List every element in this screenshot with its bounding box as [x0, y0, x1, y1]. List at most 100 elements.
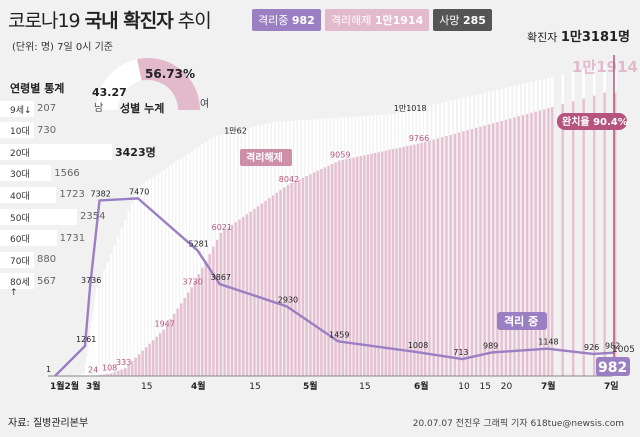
x-tick-label: 3월 — [86, 380, 101, 392]
age-bar: 80세↑ — [0, 273, 34, 298]
isolating-data-label: 989 — [483, 341, 498, 350]
male-arc — [96, 59, 142, 110]
age-bar: 50대 — [0, 208, 78, 225]
unit-note: (단위: 명) 7일 0시 기준 — [12, 42, 114, 53]
x-tick-label: 20 — [501, 382, 513, 392]
released-bar — [496, 122, 499, 376]
age-row: 10대 730 — [0, 122, 56, 139]
age-label: 40대 — [10, 191, 30, 202]
released-bar — [330, 163, 334, 376]
released-bar — [323, 167, 327, 376]
total-bar — [159, 172, 162, 376]
released-bar — [526, 113, 529, 376]
released-bar — [424, 141, 427, 376]
recovery-rate-label: 완치율 90.4% — [562, 115, 628, 128]
x-tick-label: 10 — [458, 382, 470, 392]
released-data-label: 9766 — [409, 134, 429, 143]
released-bar — [521, 115, 525, 376]
total-bar — [138, 186, 141, 376]
released-bar — [582, 98, 585, 377]
released-bar — [313, 172, 316, 376]
isolating-series-tag — [497, 312, 547, 330]
released-bar — [120, 369, 123, 376]
total-bar — [134, 194, 137, 376]
released-bar — [316, 170, 319, 376]
deaths-badge: 사망 285 — [433, 9, 492, 31]
released-bar — [395, 148, 398, 376]
isolating-data-label: 1261 — [76, 335, 96, 344]
isolating-data-label: 7470 — [129, 187, 149, 196]
released-bar — [402, 146, 405, 376]
released-bar — [215, 239, 219, 376]
released-bar — [413, 144, 416, 376]
total-bar — [145, 181, 148, 376]
released-bar — [271, 195, 275, 376]
released-bar — [327, 165, 330, 376]
released-bar — [530, 112, 533, 376]
released-bar — [388, 149, 391, 376]
age-bar: 20대 — [0, 143, 112, 160]
age-bar: 40대 — [0, 186, 57, 203]
isolating-series-label: 격리 중 — [504, 314, 538, 328]
isolating-data-label: 1459 — [329, 330, 349, 339]
released-bar — [370, 153, 373, 376]
released-bar — [297, 179, 301, 376]
released-bar — [458, 132, 461, 376]
released-bar — [603, 92, 606, 377]
isolating-data-label: 7382 — [91, 189, 111, 198]
isolating-data-label: 3736 — [81, 276, 101, 285]
released-bar — [572, 101, 575, 377]
released-bar — [103, 374, 106, 376]
released-bar — [509, 118, 512, 377]
released-bar — [534, 111, 537, 376]
released-bar — [294, 181, 297, 376]
x-tick-label: 15 — [249, 382, 260, 392]
isolating-data-label: 1008 — [408, 341, 428, 350]
total-bar — [81, 373, 83, 376]
age-row: 60대 1731 — [0, 230, 85, 247]
released-data-label: 24 — [88, 365, 98, 374]
released-series-label: 격리해제 — [246, 151, 283, 164]
total-bar — [166, 167, 169, 376]
isolating-line — [54, 197, 615, 377]
total-bar — [141, 183, 144, 376]
credit-note: 20.07.07 전진우 그래픽 기자 618tue@newsis.com — [412, 419, 624, 429]
age-row: 9세↓ 207 — [0, 100, 56, 117]
isolating-data-label: 2930 — [278, 295, 298, 304]
released-bar — [183, 297, 186, 376]
released-badge: 격리해제 1만1914 — [324, 9, 430, 31]
total-bar — [82, 373, 84, 376]
page-title: 코로나19 국내 확진자 추이 — [8, 10, 212, 32]
released-bar — [445, 136, 448, 376]
released-bar — [173, 313, 176, 376]
released-bar — [352, 157, 355, 376]
x-tick-label: 7월 — [541, 380, 556, 392]
female-arc — [137, 58, 200, 110]
male-label: 남 — [94, 103, 104, 114]
isolating-data-label: 713 — [453, 348, 468, 357]
total-bar — [183, 155, 186, 376]
released-bar — [260, 203, 264, 376]
x-tick-label: 1월2월 — [50, 380, 79, 392]
released-data-label: 1947 — [155, 320, 175, 329]
legend-badges: 격리중 982 격리해제 1만1914 사망 285 — [252, 9, 492, 31]
age-row: 40대 1723 — [0, 186, 85, 203]
age-label: 60대 — [10, 235, 30, 246]
x-tick-label: 4월 — [191, 380, 206, 392]
total-bar — [85, 364, 87, 376]
total-bar — [190, 151, 193, 376]
isolating-data-label: 1148 — [538, 338, 558, 347]
released-bar — [453, 133, 457, 376]
released-bar — [479, 126, 482, 376]
released-bar — [363, 155, 366, 376]
released-bar — [127, 364, 130, 376]
released-bar — [234, 222, 237, 376]
released-bar — [169, 319, 172, 376]
total-bar — [106, 261, 109, 376]
released-bar — [275, 192, 278, 376]
total-bar — [92, 311, 94, 376]
age-bar: 30대 — [0, 165, 52, 182]
age-value: 1566 — [54, 167, 80, 179]
isolating-badge: 격리중 982 — [252, 9, 321, 31]
